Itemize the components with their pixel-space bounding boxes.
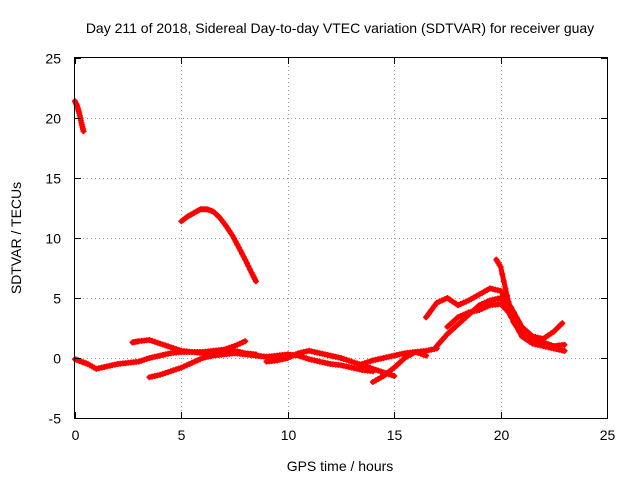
data-point (513, 319, 520, 325)
data-point (242, 256, 249, 263)
x-tick-label: 0 (72, 427, 80, 443)
data-point (499, 271, 506, 277)
y-tick-label: -5 (49, 411, 62, 427)
data-point (504, 292, 510, 299)
data-point (516, 322, 523, 329)
y-tick-label: 10 (45, 231, 61, 247)
x-tick-label: 15 (387, 427, 403, 443)
series-arc-4 (129, 337, 249, 357)
data-point (510, 315, 517, 322)
x-tick-label: 20 (494, 427, 510, 443)
data-point (497, 263, 504, 270)
y-tick-label: 0 (53, 351, 61, 367)
data-point (243, 259, 250, 266)
x-tick-label: 5 (178, 427, 186, 443)
data-point (425, 310, 432, 317)
data-point (500, 278, 507, 285)
series-arc-1 (72, 98, 87, 135)
data-point (559, 320, 566, 327)
series-arc-5 (146, 350, 270, 381)
data-point (252, 278, 259, 285)
data-point (497, 295, 504, 301)
series-arc-13 (444, 301, 568, 349)
data-point (423, 352, 430, 359)
data-point (505, 299, 512, 306)
data-point (428, 307, 435, 313)
data-point (80, 128, 87, 135)
y-tick-label: 5 (53, 291, 61, 307)
series-arc-7 (263, 347, 398, 379)
data-point (561, 347, 568, 354)
series-arc-10 (423, 285, 566, 342)
data-point (245, 263, 252, 270)
data-series (72, 98, 568, 385)
y-axis-label: SDTVAR / TECUs (8, 182, 24, 294)
y-tick-label: 15 (45, 171, 61, 187)
x-tick-label: 10 (281, 427, 297, 443)
chart-title: Day 211 of 2018, Sidereal Day-to-day VTE… (86, 20, 594, 36)
y-tick-label: 20 (45, 111, 61, 127)
data-point (391, 373, 398, 379)
data-point (242, 338, 249, 345)
x-tick-label: 25 (600, 427, 616, 443)
grid (75, 58, 607, 418)
y-tick-label: 25 (45, 51, 61, 67)
series-arc-9 (369, 349, 430, 385)
x-axis-label: GPS time / hours (287, 458, 394, 474)
data-point (502, 285, 509, 292)
data-point (508, 311, 515, 318)
data-point (423, 314, 430, 321)
data-point (247, 266, 253, 273)
plot-frame (74, 57, 608, 419)
ticks: 0 5 10 15 20 25 -5 0 5 10 15 20 25 (45, 51, 615, 444)
series-arc-2 (178, 206, 259, 285)
series-arc-6 (252, 351, 376, 375)
data-point (497, 287, 504, 294)
data-point (431, 303, 438, 310)
data-point (561, 341, 568, 348)
